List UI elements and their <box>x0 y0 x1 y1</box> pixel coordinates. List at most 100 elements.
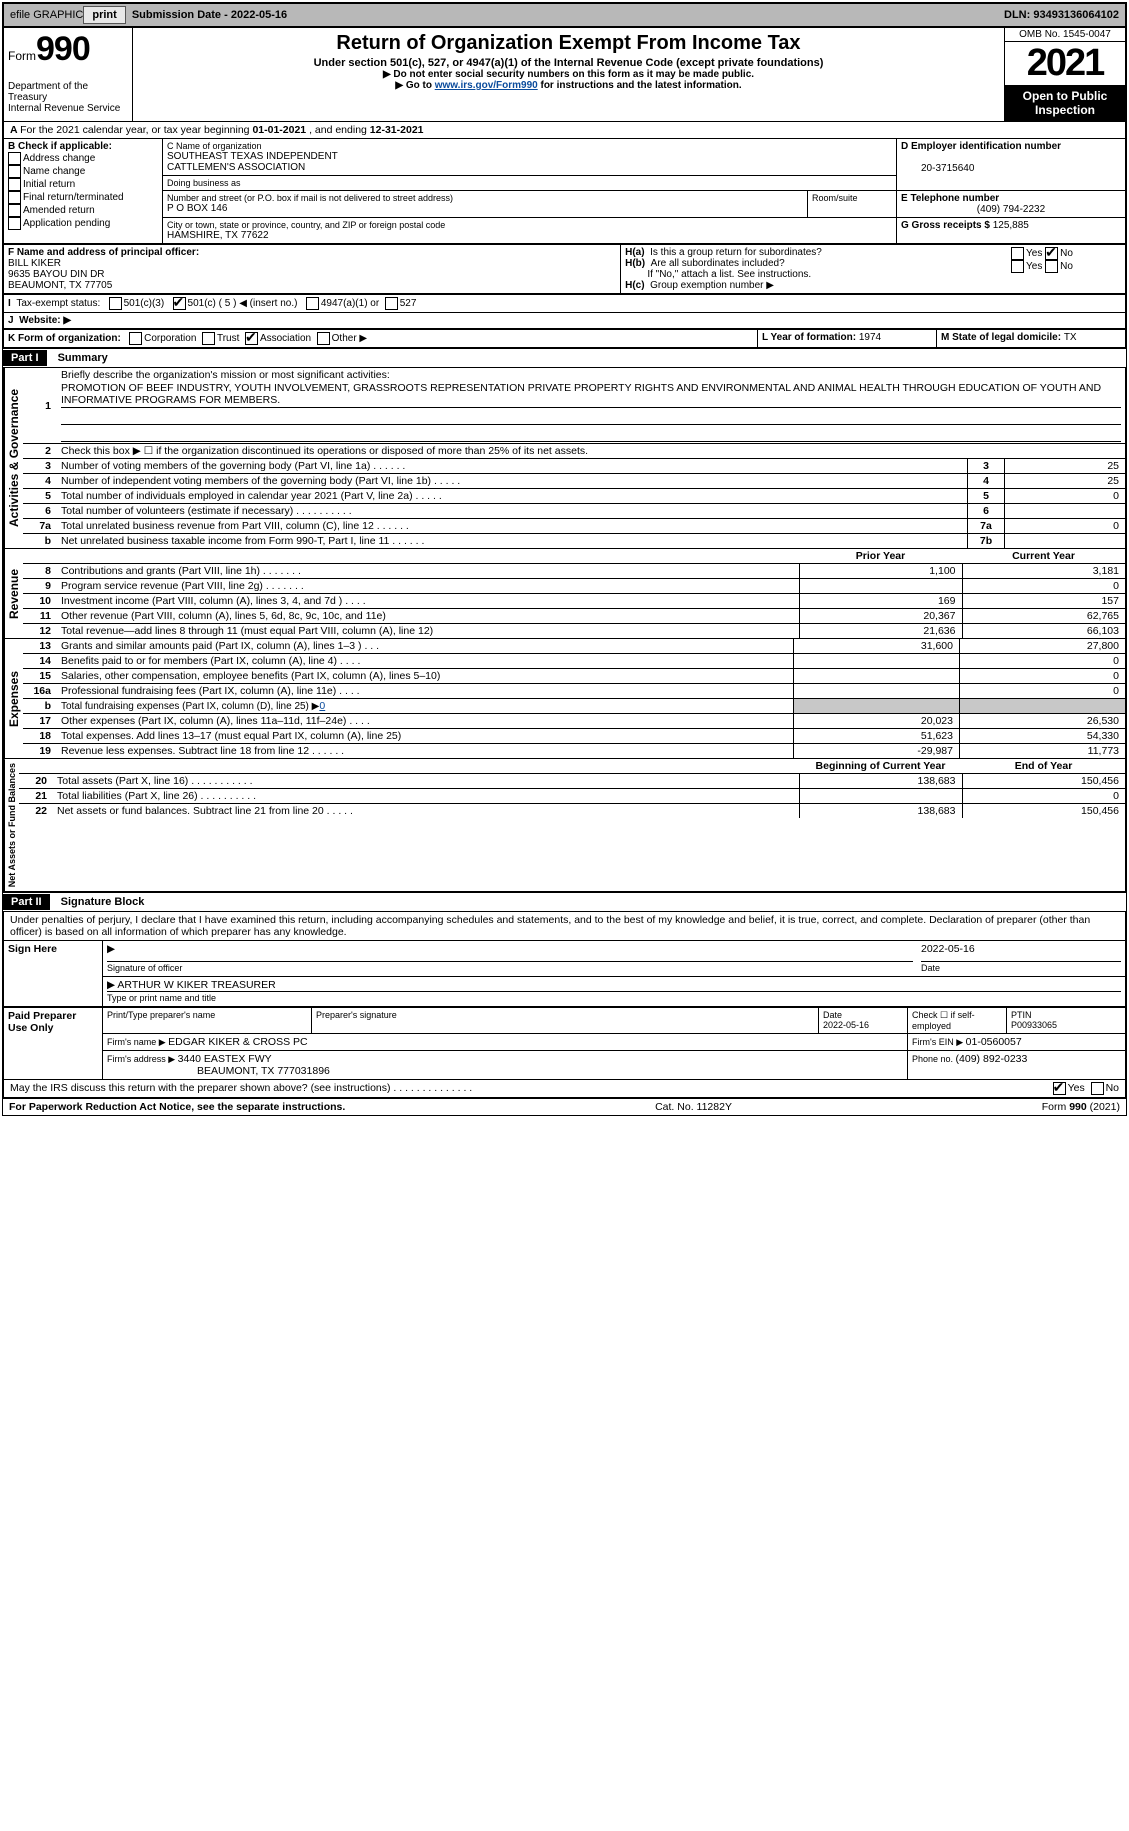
prep-name: Print/Type preparer's name <box>103 1008 312 1034</box>
paid-preparer-table: Paid Preparer Use Only Print/Type prepar… <box>3 1007 1126 1080</box>
line7a: Total unrelated business revenue from Pa… <box>57 519 968 534</box>
dept-treasury: Department of the Treasury <box>8 81 128 103</box>
line4: Number of independent voting members of … <box>57 474 968 489</box>
line3: Number of voting members of the governin… <box>57 459 968 474</box>
cat-no: Cat. No. 11282Y <box>655 1101 732 1113</box>
part1-label: Part I <box>3 350 47 366</box>
part2-header: Part II Signature Block <box>3 892 1126 912</box>
ssn-note: ▶ Do not enter social security numbers o… <box>137 69 1000 80</box>
entity-table: B Check if applicable: Address change Na… <box>3 138 1126 244</box>
cb-amended[interactable] <box>8 204 21 217</box>
perjury-decl: Under penalties of perjury, I declare th… <box>3 912 1126 940</box>
part2-title: Signature Block <box>53 896 145 908</box>
line-a: A For the 2021 calendar year, or tax yea… <box>3 122 1126 138</box>
col-end: End of Year <box>962 759 1125 774</box>
line5: Total number of individuals employed in … <box>57 489 968 504</box>
cb-527[interactable] <box>385 297 398 310</box>
line16b: Total fundraising expenses (Part IX, col… <box>57 699 794 714</box>
header-table: Form990 Department of the Treasury Inter… <box>3 27 1126 122</box>
paid-preparer: Paid Preparer Use Only <box>4 1008 103 1080</box>
footer: For Paperwork Reduction Act Notice, see … <box>3 1098 1126 1115</box>
col-begin: Beginning of Current Year <box>799 759 962 774</box>
cb-pending[interactable] <box>8 217 21 230</box>
sign-here-table: Sign Here ▶ Signature of officer 2022-05… <box>3 940 1126 1007</box>
open-inspection: Open to Public Inspection <box>1005 85 1125 121</box>
street-cell: Number and street (or P.O. box if mail i… <box>163 191 808 218</box>
cb-initial-return[interactable] <box>8 178 21 191</box>
line9: Program service revenue (Part VIII, line… <box>57 579 799 594</box>
cb-ha-yes[interactable] <box>1011 247 1024 260</box>
gross-receipts: G Gross receipts $ 125,885 <box>897 218 1126 244</box>
form-title: Return of Organization Exempt From Incom… <box>137 32 1000 55</box>
line17: Other expenses (Part IX, column (A), lin… <box>57 714 794 729</box>
expenses-section: Expenses 13Grants and similar amounts pa… <box>3 639 1126 759</box>
cb-assoc[interactable] <box>245 332 258 345</box>
state-domicile: M State of legal domicile: TX <box>937 330 1126 348</box>
tax-exempt-status: I Tax-exempt status: 501(c)(3) 501(c) ( … <box>4 295 1126 313</box>
title-block: Return of Organization Exempt From Incom… <box>133 28 1005 122</box>
net-label: Net Assets or Fund Balances <box>4 759 19 891</box>
firm-ein: Firm's EIN ▶ 01-0560057 <box>908 1034 1126 1051</box>
irs-link[interactable]: www.irs.gov/Form990 <box>435 80 538 91</box>
h-block: H(a) Is this a group return for subordin… <box>621 245 1007 294</box>
line15: Salaries, other compensation, employee b… <box>57 669 794 684</box>
cb-other[interactable] <box>317 332 330 345</box>
cb-discuss-no[interactable] <box>1091 1082 1104 1095</box>
col-current: Current Year <box>962 549 1125 564</box>
cb-501c3[interactable] <box>109 297 122 310</box>
cb-final-return[interactable] <box>8 191 21 204</box>
part1-title: Summary <box>50 352 108 364</box>
expenses-label: Expenses <box>4 639 23 758</box>
efile-label: efile GRAPHIC <box>10 9 83 21</box>
col-prior: Prior Year <box>799 549 962 564</box>
pra-notice: For Paperwork Reduction Act Notice, see … <box>9 1101 345 1113</box>
firm-name: Firm's name ▶ EDGAR KIKER & CROSS PC <box>103 1034 908 1051</box>
self-employed: Check ☐ if self-employed <box>908 1008 1007 1034</box>
form-subtitle: Under section 501(c), 527, or 4947(a)(1)… <box>137 57 1000 69</box>
line21: Total liabilities (Part X, line 26) . . … <box>53 789 799 804</box>
tax-year: 2021 <box>1005 42 1125 85</box>
print-button[interactable]: print <box>83 6 125 24</box>
cb-name-change[interactable] <box>8 165 21 178</box>
line7b: Net unrelated business taxable income fr… <box>57 534 968 549</box>
firm-phone: Phone no. (409) 892-0233 <box>908 1051 1126 1080</box>
i-j-table: I Tax-exempt status: 501(c)(3) 501(c) ( … <box>3 294 1126 329</box>
line20: Total assets (Part X, line 16) . . . . .… <box>53 774 799 789</box>
cb-ha-no[interactable] <box>1045 247 1058 260</box>
line11: Other revenue (Part VIII, column (A), li… <box>57 609 799 624</box>
room-cell: Room/suite <box>808 191 897 218</box>
form-org: K Form of organization: Corporation Trus… <box>4 330 758 348</box>
cb-address-change[interactable] <box>8 152 21 165</box>
line12: Total revenue—add lines 8 through 11 (mu… <box>57 624 799 639</box>
cb-hb-yes[interactable] <box>1011 260 1024 273</box>
cb-corp[interactable] <box>129 332 142 345</box>
line19: Revenue less expenses. Subtract line 18 … <box>57 744 794 759</box>
cb-4947[interactable] <box>306 297 319 310</box>
form-word: Form <box>8 49 36 63</box>
line1: Briefly describe the organization's miss… <box>57 368 1125 444</box>
dln: DLN: 93493136064102 <box>1004 9 1119 21</box>
revenue-section: Revenue Prior YearCurrent Year 8Contribu… <box>3 549 1126 639</box>
line8: Contributions and grants (Part VIII, lin… <box>57 564 799 579</box>
discuss-row: May the IRS discuss this return with the… <box>3 1080 1126 1098</box>
line14: Benefits paid to or for members (Part IX… <box>57 654 794 669</box>
line2: Check this box ▶ ☐ if the organization d… <box>57 444 1125 459</box>
activities-section: Activities & Governance 1 Briefly descri… <box>3 368 1126 549</box>
line18: Total expenses. Add lines 13–17 (must eq… <box>57 729 794 744</box>
cb-501c[interactable] <box>173 297 186 310</box>
sig-date-cell: 2022-05-16 Date <box>917 941 1126 977</box>
sig-officer-cell: ▶ Signature of officer <box>103 941 918 977</box>
line16a: Professional fundraising fees (Part IX, … <box>57 684 794 699</box>
mission-text: PROMOTION OF BEEF INDUSTRY, YOUTH INVOLV… <box>61 381 1121 408</box>
part1-header: Part I Summary <box>3 348 1126 368</box>
h-yesno: Yes No Yes No <box>1007 245 1126 294</box>
netassets-section: Net Assets or Fund Balances Beginning of… <box>3 759 1126 892</box>
cb-trust[interactable] <box>202 332 215 345</box>
phone-cell: E Telephone number (409) 794-2232 <box>897 191 1126 218</box>
prep-date: Date2022-05-16 <box>819 1008 908 1034</box>
k-l-m-table: K Form of organization: Corporation Trus… <box>3 329 1126 348</box>
cb-hb-no[interactable] <box>1045 260 1058 273</box>
part2-label: Part II <box>3 894 50 910</box>
cb-discuss-yes[interactable] <box>1053 1082 1066 1095</box>
line13: Grants and similar amounts paid (Part IX… <box>57 639 794 654</box>
